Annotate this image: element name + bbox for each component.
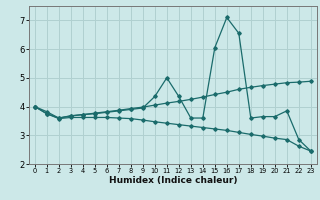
X-axis label: Humidex (Indice chaleur): Humidex (Indice chaleur)	[108, 176, 237, 185]
